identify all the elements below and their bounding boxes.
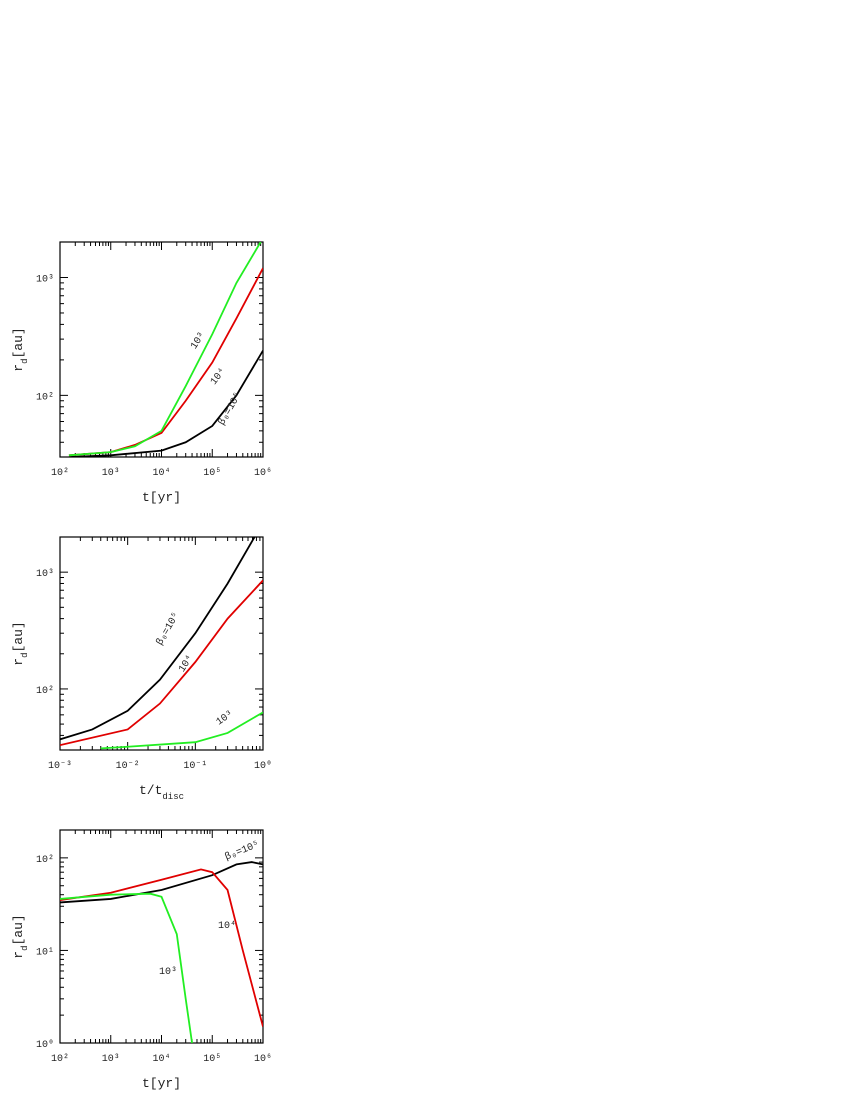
series-line: [100, 711, 263, 750]
x-tick-label: 10⁵: [203, 468, 221, 479]
series-label: β₀=10⁵: [216, 390, 244, 427]
series-line: [68, 242, 262, 457]
x-tick-label: 10²: [51, 468, 69, 479]
y-tick-label: 10²: [36, 392, 54, 403]
label-part: d: [20, 359, 30, 364]
x-tick-label: 10⁴: [152, 1053, 170, 1065]
y-tick-label: 10¹: [36, 947, 54, 958]
chart-panel: 10² 10³ 10⁴ 10⁵ 10⁶ 10⁰ 10¹ 10² t[yr] rd[au] β₀=10…: [11, 829, 272, 1091]
x-tick-label: 10⁻²: [116, 761, 140, 772]
series-label: 10³: [215, 709, 236, 728]
chart-panel: 10² 10³ 10⁴ 10⁵ 10⁶10²10³t[yr]rd[au]β₀=10⁵10…: [11, 241, 272, 505]
label-part: t/t: [139, 783, 162, 798]
series-line: [68, 267, 263, 457]
label-part: [au]: [11, 327, 26, 358]
plot-frame: [59, 241, 264, 458]
series-line: [60, 537, 256, 741]
series-label: β₀=10⁵: [154, 610, 182, 647]
y-axis-label: rd[au]: [11, 327, 30, 371]
x-tick-label: 10⁻¹: [183, 761, 207, 772]
x-tick-label: 10²: [51, 1054, 69, 1065]
label-part: d: [20, 946, 30, 951]
y-axis-label: rd[au]: [11, 621, 30, 665]
y-axis-label: rd[au]: [11, 914, 30, 958]
x-tick-label: 10⁻³: [48, 761, 72, 772]
x-axis-label: t/tdisc: [139, 783, 184, 802]
label-part: r: [11, 658, 26, 666]
y-tick-label: 10³: [36, 274, 54, 285]
label-part: [au]: [11, 914, 26, 945]
plot-frame: [59, 829, 264, 1044]
x-tick-label: 10⁵: [203, 1054, 221, 1065]
chart-panel: 10⁻³ 10⁻² 10⁻¹ 10⁰ 10² 10³ t/tdisc rd[au] β₀=10⁵…: [11, 536, 272, 802]
series-line: [60, 579, 263, 747]
series-line: [60, 861, 263, 904]
x-tick-label: 10³: [102, 1054, 120, 1065]
x-tick-label: 10⁰: [254, 760, 272, 772]
label-part: r: [11, 364, 26, 372]
series-label: 10³: [159, 967, 177, 978]
label-part: d: [20, 653, 30, 658]
x-tick-label: 10⁶: [254, 468, 272, 479]
series-line: [68, 350, 263, 457]
x-tick-label: 10³: [102, 468, 120, 479]
series-label: β₀=10⁵: [223, 839, 261, 864]
label-part: [au]: [11, 621, 26, 652]
y-tick-label: 10²: [36, 855, 54, 866]
y-tick-label: 10²: [36, 686, 54, 697]
y-tick-label: 10³: [36, 569, 54, 580]
x-tick-label: 10⁴: [152, 467, 170, 479]
series-label: 10⁴: [218, 920, 236, 932]
x-axis-label: t[yr]: [142, 1076, 181, 1091]
series-label: 10⁴: [208, 366, 229, 388]
series-line: [60, 892, 193, 1043]
series-label: 10⁴: [176, 653, 196, 675]
label-part: r: [11, 951, 26, 959]
y-tick-label: 10⁰: [36, 1039, 54, 1051]
x-axis-label: t[yr]: [142, 490, 181, 505]
x-tick-label: 10⁶: [254, 1054, 272, 1065]
plot-frame: [59, 536, 264, 751]
series-line: [60, 868, 263, 1027]
label-part: disc: [162, 792, 184, 802]
